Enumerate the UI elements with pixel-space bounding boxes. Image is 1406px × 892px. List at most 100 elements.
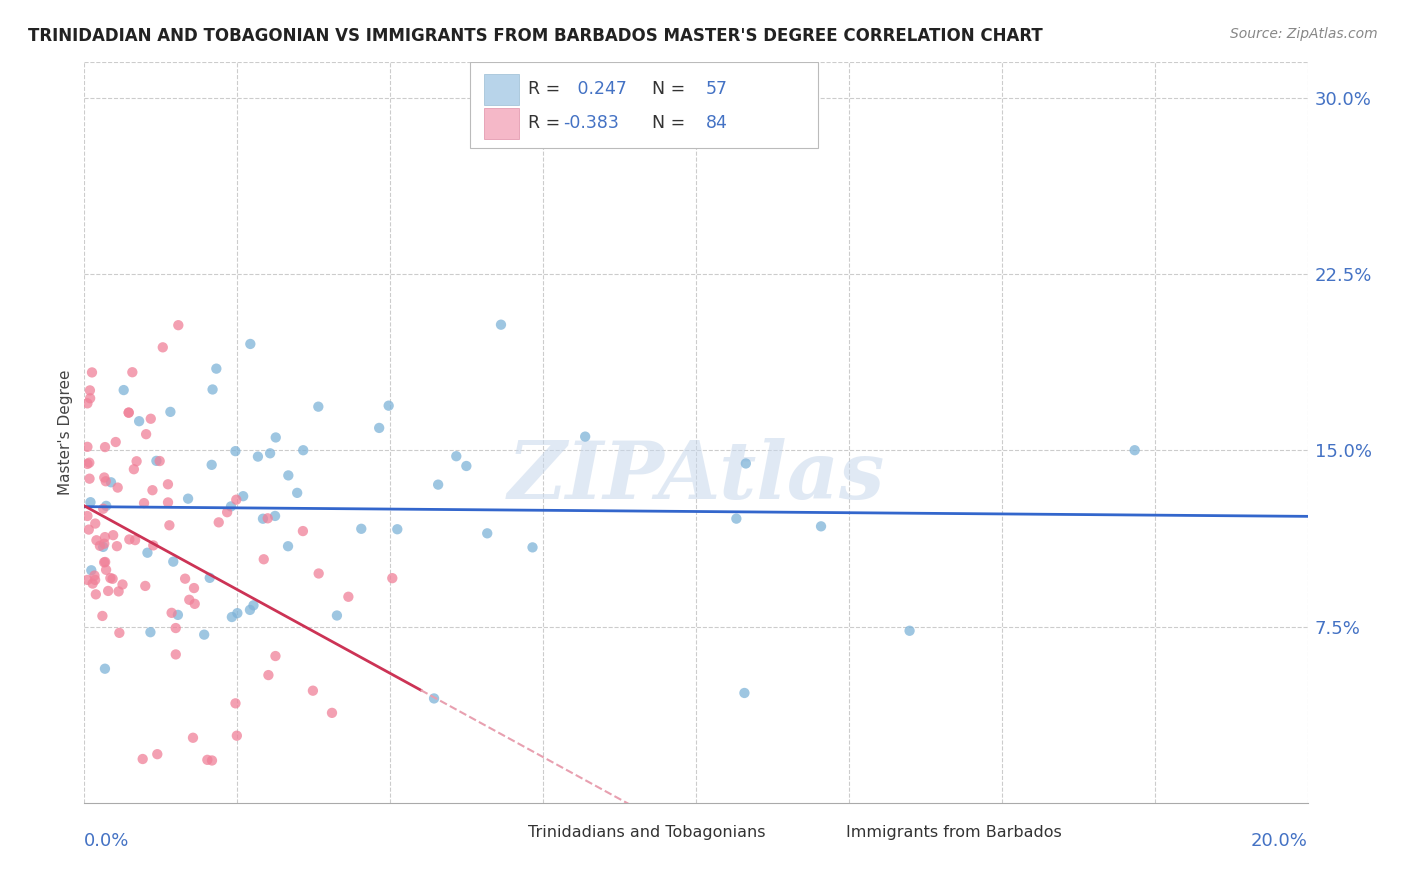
Point [107,584,129,599]
Point [118,406,141,420]
Point [574,429,596,443]
Text: Trinidadians and Tobagonians: Trinidadians and Tobagonians [529,825,766,840]
Point [377,399,399,413]
Point [368,421,391,435]
Point [277,468,299,483]
Point [76,573,98,587]
Point [91,540,114,554]
Point [221,610,243,624]
Text: N =: N = [641,114,690,132]
Point [79,456,101,470]
FancyBboxPatch shape [484,108,519,138]
Point [157,518,180,533]
Point [94,440,117,454]
Point [165,621,187,635]
Point [337,590,360,604]
Point [239,337,262,351]
Point [132,496,155,510]
Text: ZIPAtlas: ZIPAtlas [508,438,884,516]
Point [139,411,162,425]
Point [201,383,224,397]
Text: 57: 57 [706,80,728,98]
Point [134,579,156,593]
Point [219,500,242,514]
Point [201,458,224,472]
Point [152,340,174,354]
Point [208,516,231,530]
Point [307,400,329,414]
Text: R =: R = [529,114,567,132]
Point [291,524,314,538]
Point [100,571,122,585]
Point [734,457,756,471]
Point [183,597,205,611]
Point [135,427,157,442]
Point [94,662,117,676]
Point [79,391,101,405]
Point [94,555,117,569]
Point [733,686,755,700]
Point [264,648,287,663]
Point [97,583,120,598]
Point [264,508,287,523]
Point [108,625,131,640]
Point [94,530,117,544]
Point [149,454,172,468]
Point [91,609,114,624]
Point [225,492,247,507]
Point [252,512,274,526]
Point [423,691,446,706]
Point [105,539,128,553]
Point [725,511,748,525]
Point [76,457,98,471]
Point [84,516,107,531]
Point [93,555,115,569]
Point [201,754,224,768]
Point [321,706,343,720]
Point [80,366,103,380]
Point [101,528,124,542]
Point [177,491,200,506]
Point [142,538,165,552]
Point [124,533,146,547]
Point [810,519,832,533]
Point [225,729,247,743]
Point [174,572,197,586]
Point [277,539,299,553]
Text: 0.247: 0.247 [572,80,627,98]
Text: Source: ZipAtlas.com: Source: ZipAtlas.com [1230,27,1378,41]
Text: Immigrants from Barbados: Immigrants from Barbados [846,825,1062,840]
Point [118,405,141,419]
Point [179,592,201,607]
Point [76,508,98,523]
Point [79,472,101,486]
Point [232,489,254,503]
Point [242,599,264,613]
Point [82,576,104,591]
FancyBboxPatch shape [484,73,519,104]
Point [217,505,239,519]
Point [84,587,107,601]
Point [94,563,117,577]
Point [226,606,249,620]
Point [128,414,150,428]
Point [107,481,129,495]
Point [146,747,169,761]
Point [165,648,187,662]
Point [326,608,349,623]
Point [446,449,468,463]
Point [162,555,184,569]
Point [253,552,276,566]
Text: 20.0%: 20.0% [1251,832,1308,850]
Text: R =: R = [529,80,567,98]
Point [83,568,105,582]
Point [100,475,122,490]
Point [205,361,228,376]
Point [224,696,246,710]
Point [427,477,450,491]
FancyBboxPatch shape [470,62,818,147]
Point [264,430,287,444]
Point [239,603,262,617]
Text: TRINIDADIAN AND TOBAGONIAN VS IMMIGRANTS FROM BARBADOS MASTER'S DEGREE CORRELATI: TRINIDADIAN AND TOBAGONIAN VS IMMIGRANTS… [28,27,1043,45]
Point [93,470,115,484]
